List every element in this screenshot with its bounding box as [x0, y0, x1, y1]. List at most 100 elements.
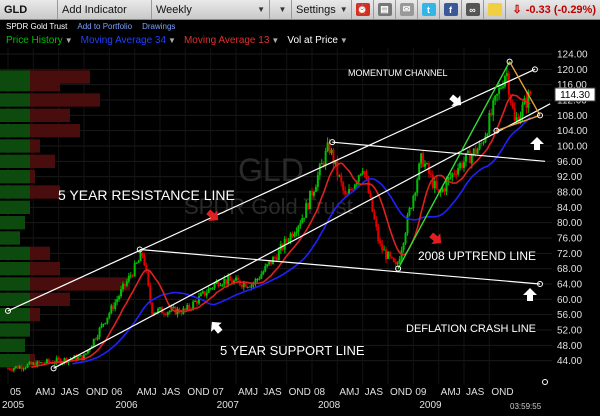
candle-body	[162, 313, 165, 315]
candle-body	[164, 314, 167, 316]
candle-body	[326, 142, 329, 151]
line-handle	[50, 365, 57, 372]
refresh-button[interactable]: ▼	[270, 0, 292, 19]
candle-body	[498, 87, 501, 94]
y-tick-label: 80.00	[557, 218, 582, 229]
x-year-label: 2007	[217, 400, 240, 411]
candle-body	[40, 362, 43, 364]
candle-body	[139, 252, 142, 261]
volume-bar	[30, 78, 60, 92]
volume-bar	[0, 93, 30, 107]
candle-body	[77, 356, 80, 361]
y-tick-label: 72.00	[557, 249, 582, 260]
candle-body	[303, 217, 306, 219]
candle-body	[453, 173, 456, 175]
white-arrow-icon-shape	[449, 94, 462, 107]
candle-body	[451, 173, 454, 178]
candle-body	[201, 291, 204, 294]
candle-body	[275, 257, 278, 261]
candle-body	[505, 73, 508, 76]
price-chart[interactable]: GLD SPDR Gold Trust MOMENTUM CHANNEL 5 Y…	[0, 48, 600, 416]
x-tick-label: 06	[111, 387, 123, 398]
momentum-channel-label: MOMENTUM CHANNEL	[348, 68, 448, 78]
candle-body	[461, 163, 464, 168]
add-to-portfolio-link[interactable]: Add to Portfolio	[77, 22, 133, 31]
y-tick-label: 96.00	[557, 157, 582, 168]
frequency-select[interactable]: Weekly ▼	[152, 0, 270, 19]
candle-body	[166, 312, 169, 315]
candle-body	[45, 359, 48, 364]
candle-body	[118, 296, 121, 300]
candle-body	[145, 265, 148, 272]
candle-body	[404, 233, 407, 244]
add-indicator-button[interactable]: Add Indicator	[58, 0, 152, 19]
legend-ma13[interactable]: Moving Average 13 ▼	[183, 35, 280, 46]
volume-bar	[30, 262, 60, 276]
x-tick-label: AMJ	[137, 387, 157, 398]
line-handle	[537, 112, 543, 119]
indicator-legend: Price History ▼ Moving Average 34 ▼ Moving…	[0, 33, 600, 48]
candle-body	[10, 369, 13, 371]
y-tick-label: 116.00	[557, 80, 587, 91]
x-tick-label: 07	[213, 387, 225, 398]
candle-body	[221, 284, 224, 286]
candle-body	[412, 195, 415, 209]
share-button[interactable]: ∞	[462, 0, 484, 19]
facebook-button[interactable]: f	[440, 0, 462, 19]
volume-bar	[0, 338, 25, 352]
candle-body	[509, 94, 512, 103]
uptrend-line	[397, 61, 511, 269]
candle-body	[84, 353, 87, 355]
candle-body	[379, 241, 382, 244]
current-price-label: 114.30	[560, 90, 590, 101]
twitter-button[interactable]: t	[418, 0, 440, 19]
print-button[interactable]: ▤	[374, 0, 396, 19]
candle-body	[383, 249, 386, 251]
candle-body	[121, 283, 124, 290]
candle-body	[248, 286, 251, 288]
volume-bar	[30, 185, 60, 199]
candle-body	[320, 163, 323, 165]
volume-bar	[0, 108, 30, 122]
x-tick-label: AMJ	[339, 387, 359, 398]
candle-body	[416, 179, 419, 193]
candle-body	[273, 257, 276, 259]
volume-bar	[30, 154, 55, 168]
x-year-label: 2005	[2, 400, 25, 411]
x-tick-label: JAS	[365, 387, 384, 398]
candle-body	[439, 191, 442, 193]
candle-body	[240, 285, 243, 288]
candle-body	[26, 364, 29, 368]
candle-body	[92, 338, 95, 346]
candle-body	[127, 275, 130, 282]
candle-body	[63, 358, 66, 363]
alarm-button[interactable]: ⏰	[352, 0, 374, 19]
candle-body	[180, 312, 183, 314]
candle-body	[250, 284, 253, 288]
settings-button[interactable]: Settings ▼	[292, 0, 352, 19]
candle-body	[223, 279, 226, 285]
volume-bar	[0, 154, 30, 168]
candle-body	[71, 358, 74, 360]
volume-bar	[0, 139, 30, 153]
drawings-link[interactable]: Drawings	[142, 22, 176, 31]
candle-body	[447, 177, 450, 181]
candle-body	[47, 359, 50, 363]
x-tick-label: AMJ	[238, 387, 258, 398]
candle-body	[219, 285, 222, 287]
candle-body	[480, 143, 483, 145]
legend-vol-at-price[interactable]: Vol at Price ▼	[287, 35, 348, 46]
candle-body	[246, 286, 249, 288]
candle-body	[14, 366, 17, 369]
legend-price-history[interactable]: Price History ▼	[6, 35, 73, 46]
legend-ma34[interactable]: Moving Average 34 ▼	[80, 35, 176, 46]
candle-body	[311, 190, 313, 196]
chevron-down-icon: ▼	[64, 36, 73, 45]
email-button[interactable]: ✉	[396, 0, 418, 19]
symbol-field[interactable]: GLD	[0, 0, 58, 19]
candle-body	[388, 251, 391, 257]
red-arrow-icon-shape	[429, 232, 442, 245]
note-button[interactable]	[484, 0, 506, 19]
candle-body	[159, 307, 161, 309]
volume-bar	[30, 108, 70, 122]
